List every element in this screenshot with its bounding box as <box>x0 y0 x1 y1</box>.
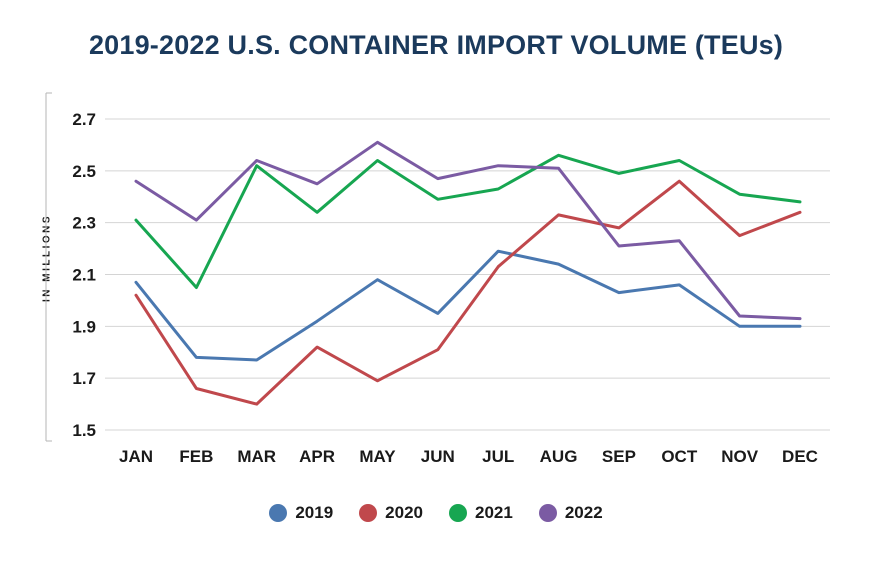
legend-swatch <box>449 504 467 522</box>
legend-swatch <box>359 504 378 522</box>
x-tick-label: SEP <box>602 447 636 466</box>
series-line-2022 <box>134 140 802 321</box>
y-tick-label: 1.5 <box>72 421 96 440</box>
x-tick-label: MAY <box>359 447 396 466</box>
legend-label: 2022 <box>564 503 603 522</box>
y-tick-label: 2.7 <box>72 110 96 129</box>
series-line-2019 <box>134 249 802 362</box>
legend-item-2020: 2020 <box>359 503 423 523</box>
x-tick-label: DEC <box>782 447 818 466</box>
y-tick-label: 1.7 <box>72 369 96 388</box>
x-tick-label: JUN <box>421 447 455 466</box>
series-layer <box>134 140 802 406</box>
legend-label: 2019 <box>295 503 334 522</box>
series-line-2020 <box>134 179 802 406</box>
x-tick-label: JUL <box>482 447 514 466</box>
x-tick-label: APR <box>299 447 335 466</box>
x-tick-label: JAN <box>119 447 153 466</box>
legend: 2019 2020 2021 2022 <box>0 503 872 523</box>
x-tick-label: OCT <box>661 447 698 466</box>
chart-title: 2019-2022 U.S. CONTAINER IMPORT VOLUME (… <box>88 30 784 60</box>
x-tick-layer: JAN FEB MAR APR MAY JUN JUL AUG SEP OCT NOV DEC <box>119 447 818 466</box>
legend-item-2022: 2022 <box>538 503 603 523</box>
axis-layer: 2.7 2.5 2.3 2.1 1.9 1.7 1.5 <box>45 92 96 442</box>
y-tick-label: 2.5 <box>72 162 96 181</box>
legend-item-2021: 2021 <box>449 503 513 523</box>
x-tick-label: NOV <box>721 447 759 466</box>
x-tick-label: AUG <box>540 447 578 466</box>
grid-layer <box>105 118 830 431</box>
legend-label: 2021 <box>475 503 513 522</box>
legend-label: 2020 <box>385 503 423 522</box>
x-tick-label: MAR <box>237 447 276 466</box>
legend-swatch <box>269 504 288 522</box>
legend-item-2019: 2019 <box>269 503 333 523</box>
y-tick-label: 2.3 <box>72 214 96 233</box>
legend-swatch <box>538 504 557 522</box>
y-tick-label: 1.9 <box>72 317 96 336</box>
x-tick-label: FEB <box>179 447 213 466</box>
y-tick-label: 2.1 <box>72 266 96 285</box>
series-line-2021 <box>134 153 802 289</box>
